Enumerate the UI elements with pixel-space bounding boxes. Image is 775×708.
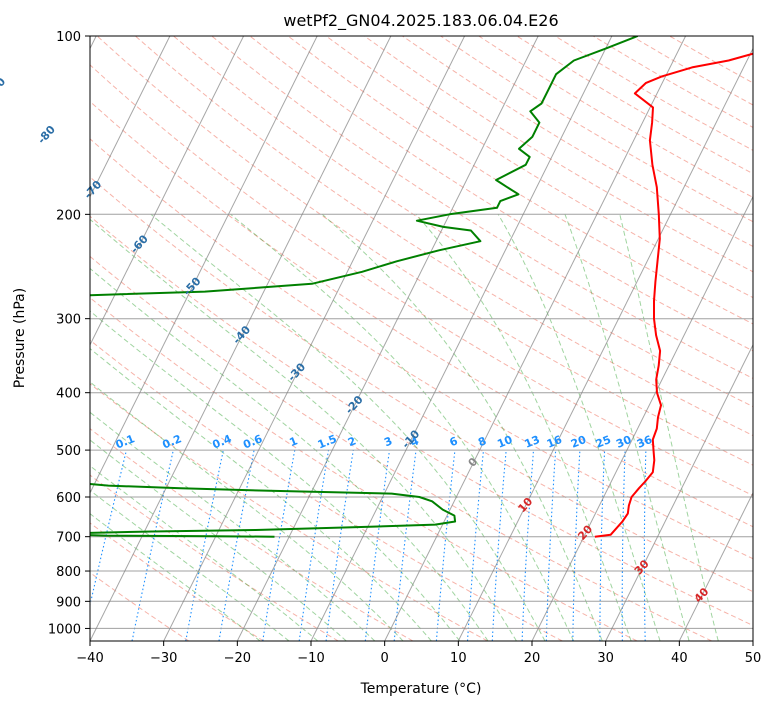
mixing-ratio-label: 13 xyxy=(523,433,542,451)
isotherm xyxy=(90,36,392,641)
moist-adiabat xyxy=(321,213,603,641)
y-axis-ticks: 100 200 300 400 500 600 700 800 900 1000 xyxy=(48,30,90,637)
x-tick-label: 30 xyxy=(597,651,614,666)
dry-adiabat xyxy=(90,138,753,560)
dry-adiabat xyxy=(96,36,753,466)
mixing-ratio-line xyxy=(393,450,417,641)
dry-adiabat xyxy=(90,255,712,641)
moist-adiabat xyxy=(150,213,546,641)
moist-adiabat xyxy=(90,513,261,641)
moist-adiabat xyxy=(564,214,690,641)
mixing-ratio-label: 8 xyxy=(476,434,488,449)
moist-adiabat xyxy=(90,465,319,641)
x-tick-label: −30 xyxy=(150,651,177,666)
moist-adiabat xyxy=(90,439,347,641)
profiles xyxy=(90,36,753,538)
x-axis-ticks: −40 −30 −20 −10 0 10 20 30 40 50 xyxy=(76,641,761,666)
dewpoint-profile xyxy=(90,36,639,538)
dry-adiabat xyxy=(249,36,753,352)
chart-title: wetPf2_GN04.2025.183.06.04.E26 xyxy=(283,11,558,31)
isotherm xyxy=(163,36,466,641)
mixing-ratio-label: 25 xyxy=(594,433,613,451)
isotherm xyxy=(236,36,539,641)
dry-adiabat xyxy=(90,339,563,641)
background-lines xyxy=(90,36,753,641)
dry-adiabat xyxy=(211,36,753,380)
mixing-ratio-label: 20 xyxy=(569,433,588,451)
isotherm xyxy=(90,36,318,494)
dry-adiabat xyxy=(90,64,753,497)
x-tick-label: 0 xyxy=(381,651,389,666)
y-tick-label: 500 xyxy=(56,444,81,459)
y-tick-label: 700 xyxy=(56,531,81,546)
x-axis-label: Temperature (°C) xyxy=(360,681,482,697)
moist-adiabat xyxy=(230,213,575,641)
y-tick-label: 1000 xyxy=(48,622,81,637)
isotherm xyxy=(90,36,171,198)
isotherm xyxy=(531,195,753,641)
dry-adiabat xyxy=(325,36,753,299)
dry-adiabat xyxy=(90,215,753,627)
moist-adiabat xyxy=(90,381,404,641)
mixing-ratio-label: 30 xyxy=(614,433,633,451)
isotherm xyxy=(384,36,687,641)
dry-adiabat xyxy=(90,383,488,641)
y-tick-label: 400 xyxy=(56,387,81,402)
dry-adiabat xyxy=(90,176,753,593)
mixing-ratio-label: 10 xyxy=(495,433,514,451)
mixing-ratio-line xyxy=(90,449,128,608)
plot-area xyxy=(90,36,753,641)
y-axis-label: Pressure (hPa) xyxy=(12,288,28,388)
y-tick-label: 800 xyxy=(56,565,81,580)
dry-adiabat xyxy=(90,571,190,641)
mixing-ratio-label: 2 xyxy=(346,434,358,449)
isotherm xyxy=(310,36,613,641)
moist-adiabat xyxy=(415,213,632,641)
y-tick-label: 200 xyxy=(56,208,81,223)
mixing-ratio-label: 3 xyxy=(382,434,394,449)
mixing-ratio-label: 36 xyxy=(635,433,654,451)
mixing-ratio-label: 16 xyxy=(545,433,564,451)
isotherm-label: -90 xyxy=(0,75,8,99)
moist-adiabat xyxy=(497,214,661,641)
mixing-ratio-label: 1 xyxy=(288,434,300,449)
isotherm xyxy=(678,491,753,641)
y-tick-label: 600 xyxy=(56,491,81,506)
isotherm xyxy=(457,47,753,641)
moist-adiabat xyxy=(90,218,517,641)
x-tick-label: 20 xyxy=(524,651,541,666)
moist-adiabat xyxy=(90,411,376,641)
mixing-ratio-line xyxy=(298,450,330,641)
y-tick-label: 100 xyxy=(56,30,81,45)
mixing-ratio-line xyxy=(435,450,456,641)
moist-adiabat xyxy=(619,214,719,641)
dry-adiabat xyxy=(90,297,638,641)
temperature-profile xyxy=(594,52,753,538)
x-tick-label: −20 xyxy=(224,651,251,666)
x-tick-label: −40 xyxy=(76,651,103,666)
mixing-ratio-line xyxy=(131,449,174,641)
isotherm xyxy=(90,36,245,346)
y-tick-label: 900 xyxy=(56,595,81,610)
x-tick-label: −10 xyxy=(297,651,324,666)
dry-adiabat xyxy=(287,36,753,325)
isotherm xyxy=(605,343,753,641)
y-tick-label: 300 xyxy=(56,313,81,328)
x-tick-label: 40 xyxy=(671,651,688,666)
x-tick-label: 50 xyxy=(745,651,762,666)
plot-frame xyxy=(89,35,754,642)
mixing-ratio-line xyxy=(466,450,485,641)
x-tick-label: 10 xyxy=(450,651,467,666)
